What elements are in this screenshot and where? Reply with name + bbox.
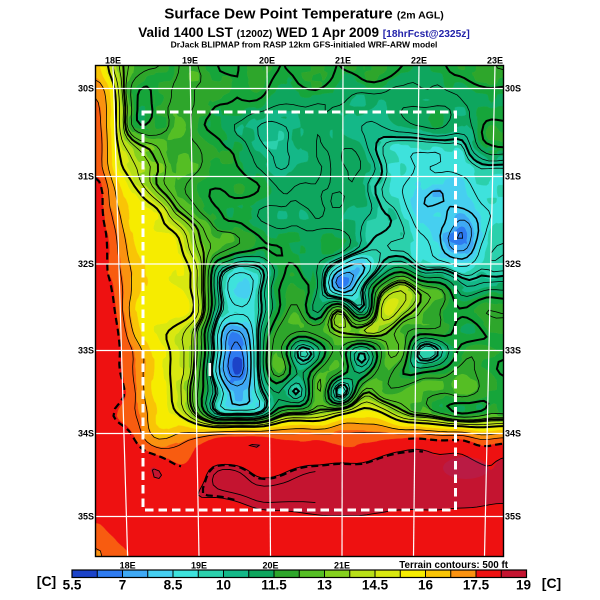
svg-text:34S: 34S xyxy=(505,429,521,439)
svg-text:19E: 19E xyxy=(182,56,198,66)
svg-text:32S: 32S xyxy=(78,259,94,269)
svg-text:13: 13 xyxy=(317,578,333,593)
svg-text:31S: 31S xyxy=(505,172,521,182)
svg-text:8.5: 8.5 xyxy=(164,578,183,593)
svg-text:33S: 33S xyxy=(78,346,94,356)
svg-text:22E: 22E xyxy=(411,56,427,66)
svg-text:20E: 20E xyxy=(259,56,275,66)
svg-text:31S: 31S xyxy=(78,172,94,182)
svg-text:18E: 18E xyxy=(105,56,121,66)
svg-text:[C]: [C] xyxy=(37,573,56,589)
svg-text:19: 19 xyxy=(516,578,531,593)
svg-text:14.5: 14.5 xyxy=(362,578,389,593)
svg-text:7: 7 xyxy=(119,578,127,593)
svg-text:DrJack BLIPMAP from RASP 12km: DrJack BLIPMAP from RASP 12km GFS-initia… xyxy=(171,40,438,50)
svg-text:21E: 21E xyxy=(334,561,350,571)
svg-text:23E: 23E xyxy=(487,56,503,66)
svg-text:16: 16 xyxy=(418,578,434,593)
svg-text:19E: 19E xyxy=(191,561,207,571)
svg-text:21E: 21E xyxy=(335,56,351,66)
svg-text:30S: 30S xyxy=(505,84,521,94)
svg-text:11.5: 11.5 xyxy=(261,578,287,593)
svg-text:20E: 20E xyxy=(262,561,278,571)
svg-text:[C]: [C] xyxy=(542,575,561,591)
svg-text:Valid 1400 LST (1200Z) WED 1 A: Valid 1400 LST (1200Z) WED 1 Apr 2009 [1… xyxy=(138,25,469,40)
svg-text:10: 10 xyxy=(216,578,231,593)
svg-text:35S: 35S xyxy=(505,512,521,522)
svg-text:34S: 34S xyxy=(78,429,94,439)
svg-text:33S: 33S xyxy=(505,346,521,356)
svg-text:17.5: 17.5 xyxy=(463,578,490,593)
svg-text:Terrain contours: 500 ft: Terrain contours: 500 ft xyxy=(399,560,508,571)
svg-text:Surface Dew Point Temperature: Surface Dew Point Temperature (2m AGL) xyxy=(164,6,444,23)
svg-text:30S: 30S xyxy=(78,84,94,94)
svg-text:32S: 32S xyxy=(505,259,521,269)
svg-text:35S: 35S xyxy=(78,512,94,522)
svg-text:18E: 18E xyxy=(120,561,136,571)
svg-text:5.5: 5.5 xyxy=(63,578,82,593)
